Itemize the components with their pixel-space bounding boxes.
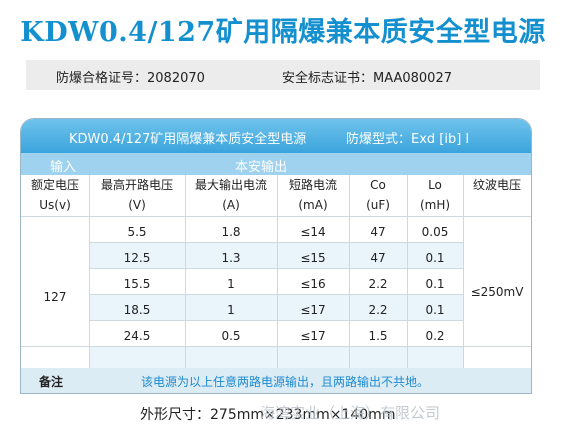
output-label: 本安输出 [234, 160, 287, 175]
row-bg [89, 294, 463, 320]
grid-line [277, 175, 278, 368]
table-cell: 24.5 [123, 329, 151, 343]
col-header-line: Lo [428, 178, 442, 192]
col-header-open-voltage: 最高开路电压 (V) [89, 175, 185, 215]
table-header-name: KDW0.4/127矿用隔爆兼本质安全型电源 [69, 132, 307, 147]
grid-line [89, 268, 463, 269]
row-bg [89, 346, 463, 372]
col-header-line: Co [370, 178, 386, 192]
col-header-unit: (mA) [298, 198, 328, 212]
note-text: 该电源为以上任意两路电源输出，且两路输出不共地。 [141, 375, 430, 389]
grid-line [407, 175, 408, 368]
input-label: 输入 [49, 160, 76, 175]
table-cell: 0.1 [425, 303, 445, 317]
grid-line [89, 175, 90, 368]
safety-mark-cert: 安全标志证书：MAA080027 [282, 71, 452, 86]
table-cell: 1.8 [221, 225, 241, 239]
page-title: KDW0.4/127矿用隔爆兼本质安全型电源 [20, 17, 546, 48]
table-cell: 0.05 [421, 225, 449, 239]
dimensions-text: 外形尺寸：275mm×233mm×140mm [140, 407, 396, 423]
table-cell: 47 [370, 251, 386, 265]
grid-line [349, 175, 350, 368]
grid-line [21, 216, 531, 217]
col-header-rated-voltage: 额定电压 Us(v) [21, 175, 89, 215]
col-header-lo: Lo (mH) [407, 175, 463, 215]
spec-table: KDW0.4/127矿用隔爆兼本质安全型电源 防爆型式：Exd [ib] I 输… [20, 118, 532, 394]
io-label-row: 输入 本安输出 [21, 153, 531, 175]
col-header-max-current: 最大输出电流 (A) [185, 175, 277, 215]
grid-line [21, 346, 531, 347]
table-cell: 5.5 [127, 225, 147, 239]
ripple-value: ≤250mV [470, 285, 524, 299]
table-cell: 1.5 [368, 329, 388, 343]
col-header-unit: (A) [222, 198, 240, 212]
table-cell: 1.3 [221, 251, 241, 265]
col-header-line: 额定电压 [30, 178, 79, 192]
table-cell: 12.5 [123, 251, 151, 265]
table-cell: ≤14 [300, 225, 326, 239]
table-cell: ≤17 [300, 303, 326, 317]
table-cell: 2.2 [368, 303, 388, 317]
grid-line [89, 242, 463, 243]
col-header-line: 纹波电压 [472, 178, 521, 192]
col-header-unit: (V) [128, 198, 146, 212]
grid-line [463, 175, 464, 368]
col-header-ripple: 纹波电压 [463, 175, 531, 195]
table-header-type: 防爆型式：Exd [ib] I [346, 132, 470, 147]
table-cell: ≤17 [300, 329, 326, 343]
grid-line [89, 294, 463, 295]
row-bg [89, 242, 463, 268]
table-cell: 1 [227, 303, 235, 317]
note-row: 备注 该电源为以上任意两路电源输出，且两路输出不共地。 [21, 368, 531, 393]
table-cell: 0.1 [425, 277, 445, 291]
col-header-short-current: 短路电流 (mA) [277, 175, 349, 215]
table-cell: 0.2 [425, 329, 445, 343]
certificate-bar: 防爆合格证号：2082070 安全标志证书：MAA080027 [26, 60, 540, 90]
table-cell: 0.1 [425, 251, 445, 265]
table-cell: 47 [370, 225, 386, 239]
table-cell: 0.5 [221, 329, 241, 343]
grid-line [89, 320, 463, 321]
grid-line [185, 175, 186, 368]
table-cell: 15.5 [123, 277, 151, 291]
col-header-co: Co (uF) [349, 175, 407, 215]
table-cell: 2.2 [368, 277, 388, 291]
col-header-unit: (uF) [366, 198, 390, 212]
table-header-band: KDW0.4/127矿用隔爆兼本质安全型电源 防爆型式：Exd [ib] I [21, 119, 531, 153]
company-watermark: 海湾实业（上海）有限公司 [260, 404, 441, 422]
col-header-line: 最高开路电压 [100, 178, 173, 192]
table-cell: 18.5 [123, 303, 151, 317]
table-cell: 1 [227, 277, 235, 291]
col-header-unit: Us(v) [39, 198, 71, 212]
note-label: 备注 [39, 375, 64, 389]
col-header-line: 最大输出电流 [194, 178, 267, 192]
table-cell: ≤16 [300, 277, 326, 291]
col-header-unit: (mH) [419, 198, 451, 212]
input-voltage-value: 127 [43, 290, 67, 304]
table-cell: ≤15 [300, 251, 326, 265]
col-header-line: 短路电流 [288, 178, 337, 192]
explosion-proof-cert: 防爆合格证号：2082070 [56, 71, 205, 86]
